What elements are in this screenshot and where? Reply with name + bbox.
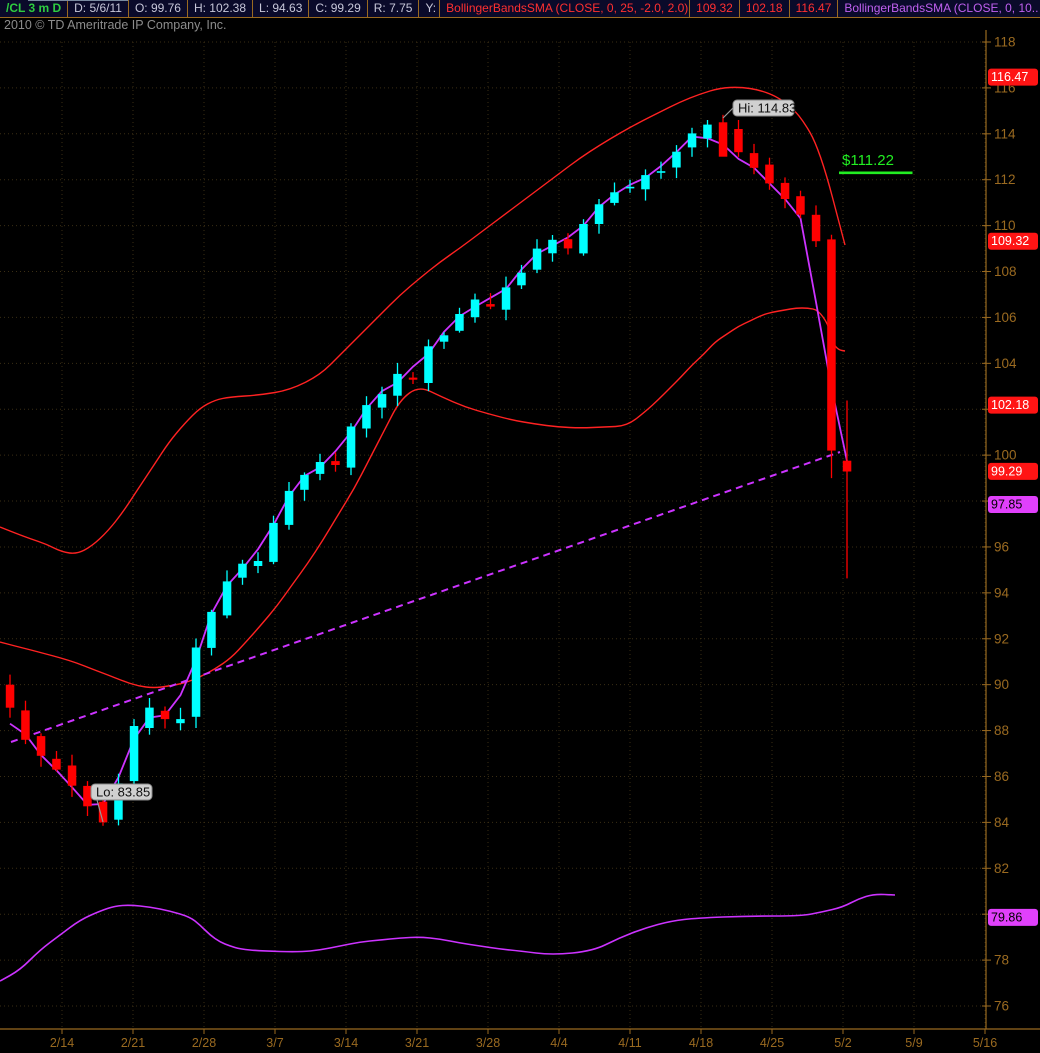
svg-text:3/21: 3/21 [405,1036,429,1050]
svg-text:2/28: 2/28 [192,1036,216,1050]
svg-text:4/25: 4/25 [760,1036,784,1050]
svg-text:4/18: 4/18 [689,1036,713,1050]
svg-text:116.47: 116.47 [991,70,1028,84]
svg-text:4/4: 4/4 [550,1036,567,1050]
svg-text:100: 100 [994,448,1017,463]
svg-text:96: 96 [994,539,1009,554]
svg-text:99.29: 99.29 [991,464,1022,478]
svg-text:108: 108 [994,264,1017,279]
svg-text:Hi: 114.83: Hi: 114.83 [738,101,796,116]
svg-text:102.18: 102.18 [991,398,1029,412]
svg-text:3/28: 3/28 [476,1036,500,1050]
svg-text:Lo: 83.85: Lo: 83.85 [96,785,150,800]
svg-text:114: 114 [994,126,1016,141]
svg-text:76: 76 [994,999,1009,1014]
svg-text:104: 104 [994,356,1017,371]
svg-text:3/14: 3/14 [334,1036,358,1050]
svg-text:112: 112 [994,172,1016,187]
svg-text:84: 84 [994,815,1010,830]
svg-text:2/14: 2/14 [50,1036,74,1050]
svg-text:118: 118 [994,35,1016,50]
svg-text:5/9: 5/9 [905,1036,922,1050]
svg-text:78: 78 [994,953,1009,968]
svg-text:92: 92 [994,631,1009,646]
svg-text:94: 94 [994,585,1010,600]
svg-text:90: 90 [994,677,1009,692]
svg-text:88: 88 [994,723,1009,738]
svg-text:5/2: 5/2 [834,1036,851,1050]
svg-text:82: 82 [994,861,1009,876]
svg-text:2/21: 2/21 [121,1036,145,1050]
svg-text:4/11: 4/11 [618,1036,641,1050]
svg-text:97.85: 97.85 [991,498,1022,512]
svg-text:5/16: 5/16 [973,1036,997,1050]
svg-text:$111.22: $111.22 [842,152,894,169]
svg-text:109.32: 109.32 [991,234,1029,248]
svg-text:106: 106 [994,310,1017,325]
svg-text:3/7: 3/7 [266,1036,283,1050]
svg-text:110: 110 [994,218,1016,233]
svg-text:86: 86 [994,769,1009,784]
svg-text:79.86: 79.86 [991,910,1022,924]
